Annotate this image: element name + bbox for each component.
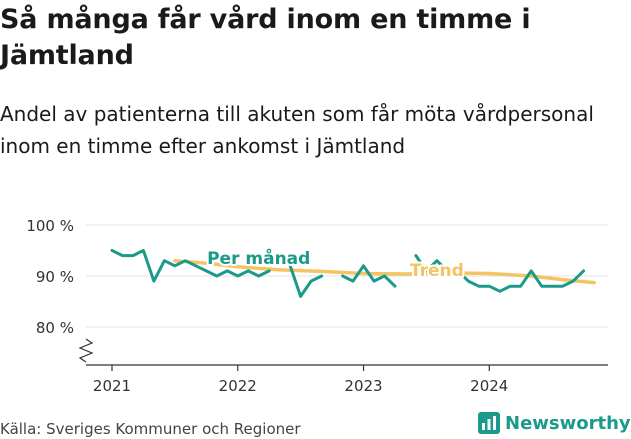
line-chart: 80 % 90 % 100 % 2021 2022 2023 2024 Per månad T… <box>26 217 608 395</box>
x-tick-label: 2022 <box>219 377 257 395</box>
x-tick-label: 2021 <box>93 377 131 395</box>
monthly-line <box>110 249 271 283</box>
newsworthy-icon <box>478 412 500 434</box>
axes: 80 % 90 % 100 % 2021 2022 2023 2024 <box>26 217 608 395</box>
labels: Per månad Trend <box>205 245 466 283</box>
y-tick-label: 100 % <box>26 217 74 235</box>
y-tick-label: 90 % <box>36 268 74 286</box>
series <box>110 249 596 298</box>
brand-logo[interactable]: Newsworthy <box>478 409 631 437</box>
monthly-line <box>414 254 586 293</box>
chart-subtitle: Andel av patienterna till akuten som får… <box>0 102 594 158</box>
source-note: Källa: Sveriges Kommuner och Regioner <box>0 420 301 438</box>
y-tick-label: 80 % <box>36 319 74 337</box>
trend-label: Trend <box>410 261 464 281</box>
monthly-line <box>341 264 397 288</box>
axis-break-icon <box>78 338 94 363</box>
chart-title: Så många får vård inom en timme i Jämtla… <box>0 4 531 71</box>
brand-name: Newsworthy <box>505 412 631 434</box>
x-tick-label: 2023 <box>344 377 382 395</box>
x-tick-label: 2024 <box>470 377 508 395</box>
monthly-label: Per månad <box>207 247 310 269</box>
monthly-line <box>288 264 324 298</box>
